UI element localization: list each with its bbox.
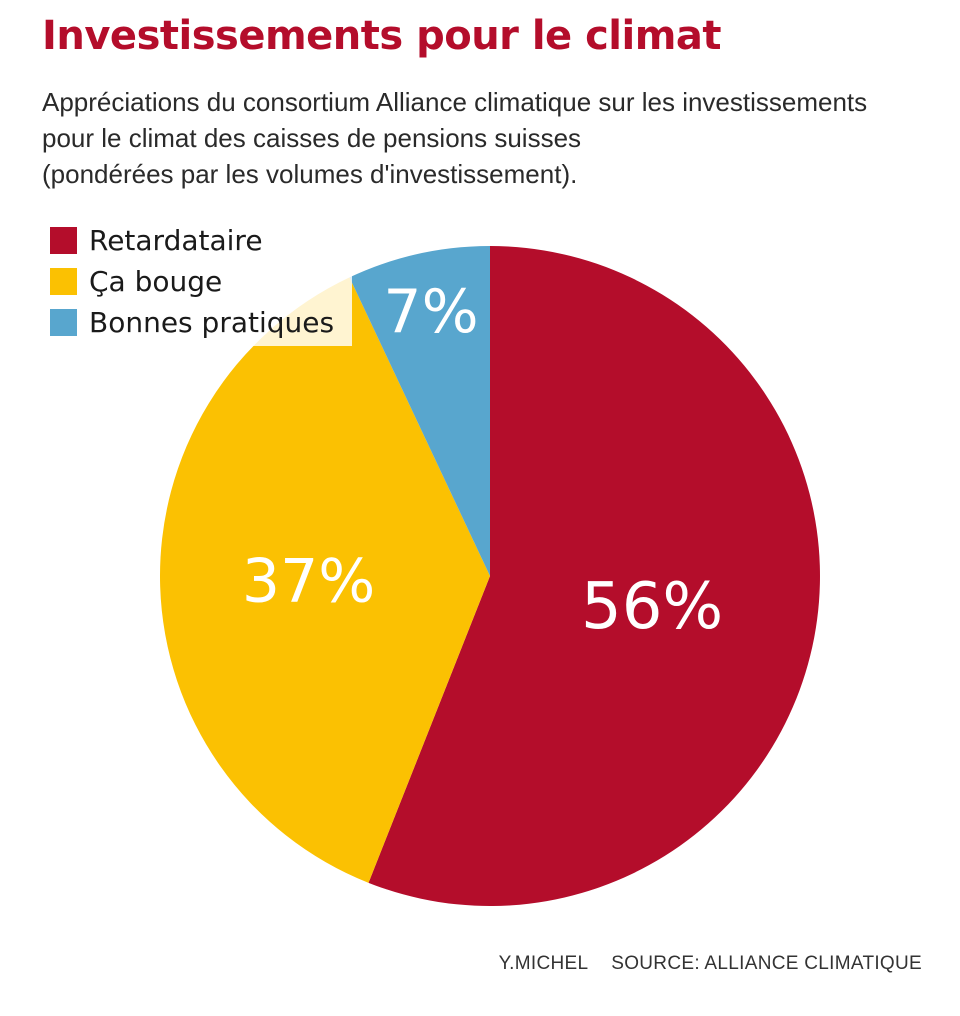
legend-swatch	[50, 268, 77, 295]
subtitle-line: (pondérées par les volumes d'investissem…	[42, 159, 578, 189]
legend-item-ca-bouge: Ça bouge	[50, 261, 334, 302]
credit-line: Y.MICHEL SOURCE: ALLIANCE CLIMATIQUE	[499, 953, 922, 975]
pie-data-label-3: 7%	[383, 277, 478, 347]
chart-title: Investissements pour le climat	[42, 13, 722, 59]
legend-label: Ça bouge	[89, 265, 223, 298]
legend-swatch	[50, 227, 77, 254]
credit-author: Y.MICHEL	[498, 953, 588, 974]
legend-swatch	[50, 309, 77, 336]
pie-data-label-1: 56%	[581, 570, 723, 644]
subtitle-line: pour le climat des caisses de pensions s…	[42, 123, 582, 153]
legend-item-retardataire: Retardataire	[50, 220, 334, 261]
subtitle-line: Appréciations du consortium Alliance cli…	[42, 87, 868, 117]
pie-data-labels: 56% 37% 7%	[242, 277, 723, 644]
chart-subtitle: Appréciations du consortium Alliance cli…	[42, 84, 942, 192]
pie-data-label-2: 37%	[242, 547, 375, 617]
credit-source: SOURCE: ALLIANCE CLIMATIQUE	[611, 953, 922, 974]
legend-item-bonnes-pratiques: Bonnes pratiques	[50, 302, 334, 343]
pie-slice-3	[349, 246, 490, 576]
legend-label: Retardataire	[89, 224, 263, 257]
legend: Retardataire Ça bouge Bonnes pratiques	[50, 220, 353, 346]
legend-label: Bonnes pratiques	[89, 306, 335, 339]
pie-slices	[159, 246, 820, 907]
pie-slice-1	[368, 246, 820, 907]
pie-slice-2	[159, 277, 491, 883]
